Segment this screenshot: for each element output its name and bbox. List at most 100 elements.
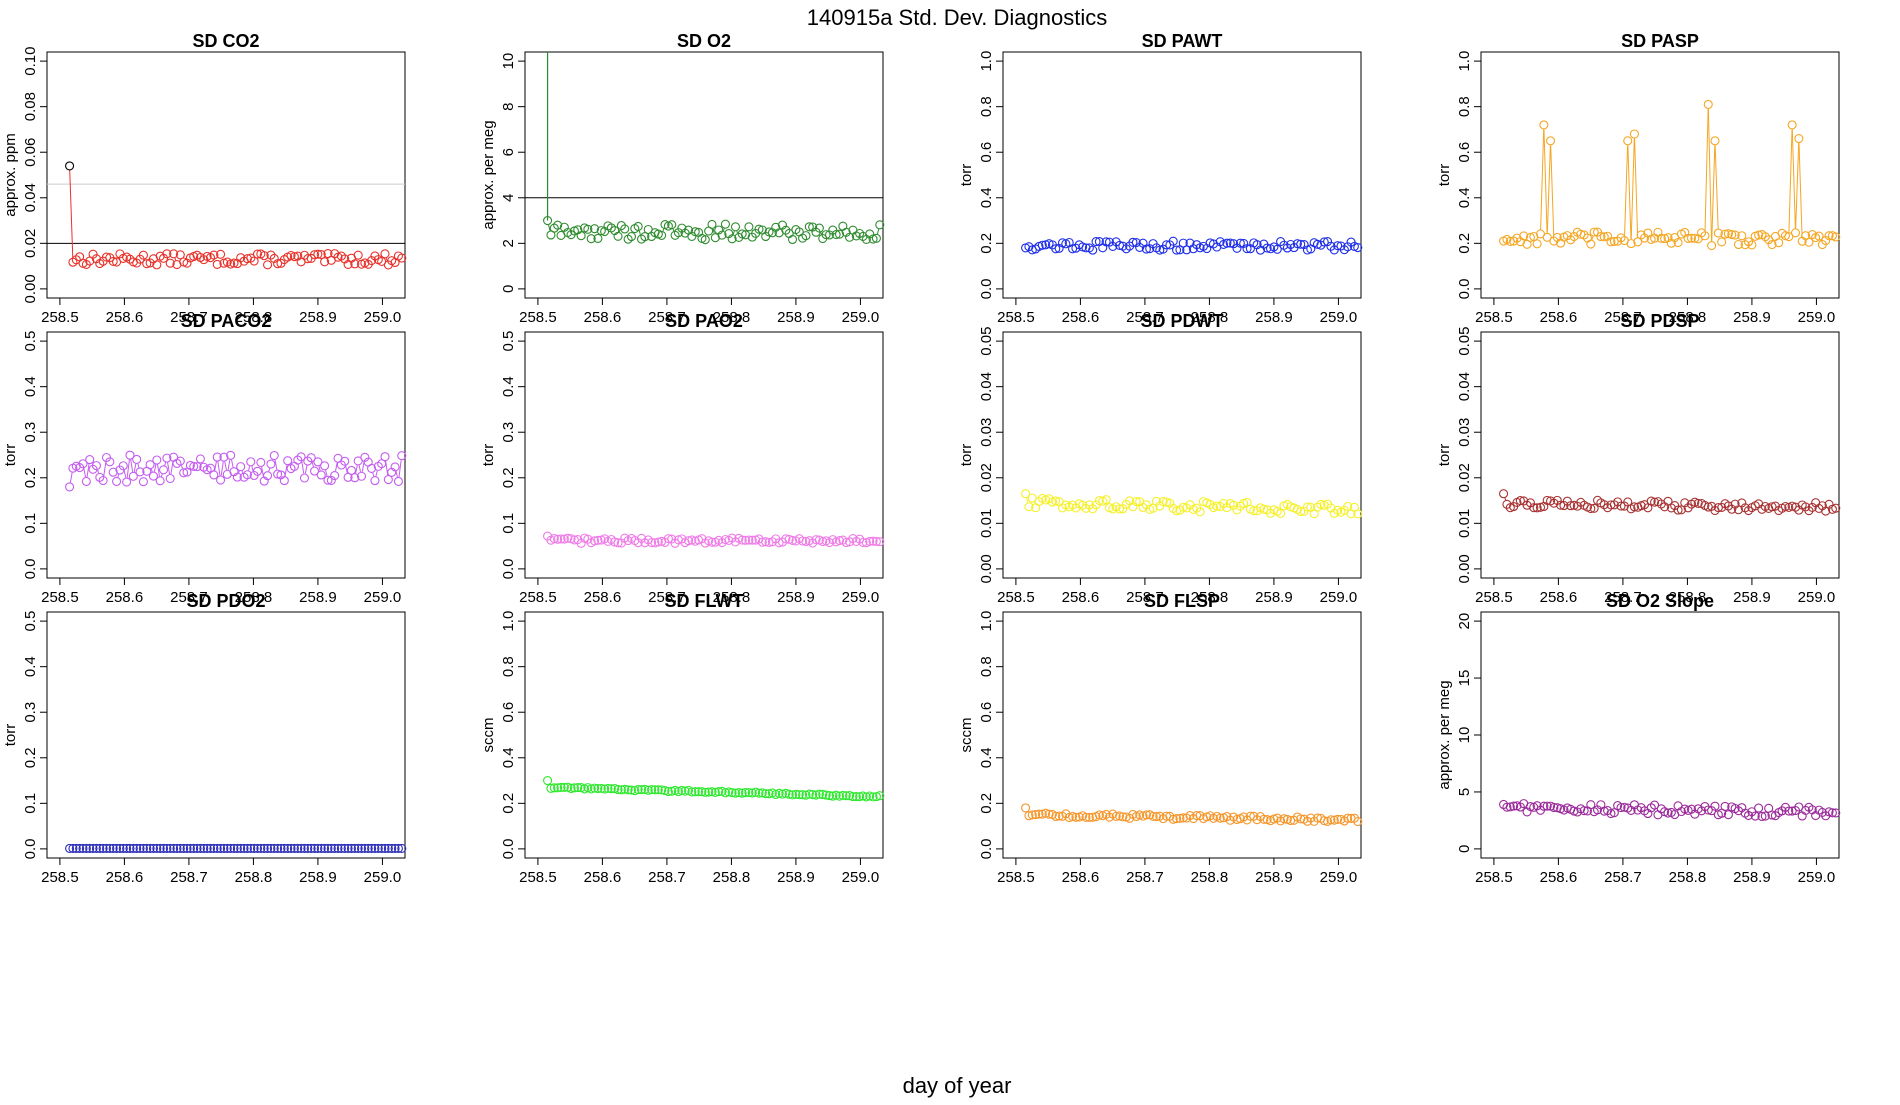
data-segment [1627,145,1632,240]
panel-sd-paco2: SD PACO2 258.5 258.6 258.7 258.8 258.9 259.0 0.… [2,311,407,606]
x-tick-label: 258.9 [777,869,815,886]
data-point [543,776,553,786]
data-segment [877,229,880,235]
data-point [380,843,390,853]
data-point [353,250,363,260]
data-point [1727,230,1737,240]
y-axis-label: approx. ppm [2,133,19,216]
data-point [390,462,400,472]
data-point [1094,810,1104,820]
y-tick-label: 0.03 [978,418,995,447]
data-point [653,785,663,795]
data-point [1316,499,1326,509]
data-point [1629,502,1639,512]
data-point [101,252,112,262]
data-point [273,469,283,479]
plot-frame [46,611,406,859]
x-tick-label: 258.7 [1604,309,1642,326]
data-point [232,843,242,853]
data-point [212,843,222,853]
data-point [858,537,868,547]
data-segment [83,468,87,478]
data-point [1024,811,1034,821]
x-tick-label: 258.6 [1062,869,1100,886]
data-point [1549,802,1559,813]
data-point [316,249,326,260]
data-point [757,537,767,547]
data-point [380,249,390,259]
data-point [798,536,808,546]
x-tick-label: 258.5 [1475,589,1513,606]
y-tick-label: 0.08 [22,92,39,121]
data-point [98,843,108,853]
data-point [1353,817,1363,827]
panel-title: SD PACO2 [181,311,272,331]
data-segment [1546,145,1551,233]
data-point [1279,814,1289,824]
data-point [1242,244,1252,254]
data-point [546,783,556,793]
data-point [289,252,299,262]
data-point [1650,800,1660,810]
data-point [663,786,673,797]
y-tick-label: 0.4 [500,376,517,397]
data-point [1586,503,1596,514]
data-point [1821,236,1831,246]
data-point [125,450,135,460]
data-point [199,843,209,853]
data-points [543,52,885,245]
data-point [650,538,660,548]
data-point [1653,227,1663,237]
y-tick-label: 0.6 [978,142,995,163]
data-point [787,790,798,800]
y-tick-label: 0.4 [500,747,517,768]
data-point [667,786,677,796]
data-point [266,250,276,260]
data-point [1296,507,1306,517]
data-point [356,471,367,481]
data-point [1794,134,1804,144]
data-point [189,843,199,853]
data-point [75,843,85,853]
data-point [115,843,125,853]
data-point [1195,507,1205,517]
data-point [360,843,370,853]
x-tick-label: 258.5 [41,869,79,886]
data-point [165,473,175,484]
data-point [1720,801,1730,811]
data-segment [345,465,348,474]
x-tick-label: 258.9 [1255,589,1293,606]
data-point [346,843,356,853]
x-tick-label: 258.7 [1126,589,1164,606]
data-point [566,783,576,794]
x-tick-label: 258.6 [1062,589,1100,606]
data-point [1229,239,1239,249]
x-tick-label: 258.5 [519,589,557,606]
data-point [299,843,310,853]
y-tick-label: 0.00 [1456,554,1473,583]
data-point [1750,811,1760,821]
data-point [730,788,741,798]
data-point [273,843,283,853]
data-segment [1624,145,1629,237]
data-point [1111,811,1121,821]
data-segment [241,470,244,474]
data-point [1599,232,1609,242]
data-point [1532,239,1542,249]
data-point [1021,803,1031,813]
data-point [1502,499,1512,509]
y-tick-label: 0.0 [22,558,39,579]
data-point [263,260,273,270]
data-segment [375,470,378,477]
data-point [350,473,360,483]
data-point [189,461,199,471]
data-point [804,222,814,232]
data-point [1091,237,1101,247]
figure-title: 140915a Std. Dev. Diagnostics [807,5,1107,30]
x-tick-label: 258.8 [713,309,751,326]
data-point [95,843,105,853]
data-segment [1630,138,1635,240]
data-point [1302,816,1312,826]
data-point [1353,509,1363,519]
y-axis-label: torr [480,444,497,467]
